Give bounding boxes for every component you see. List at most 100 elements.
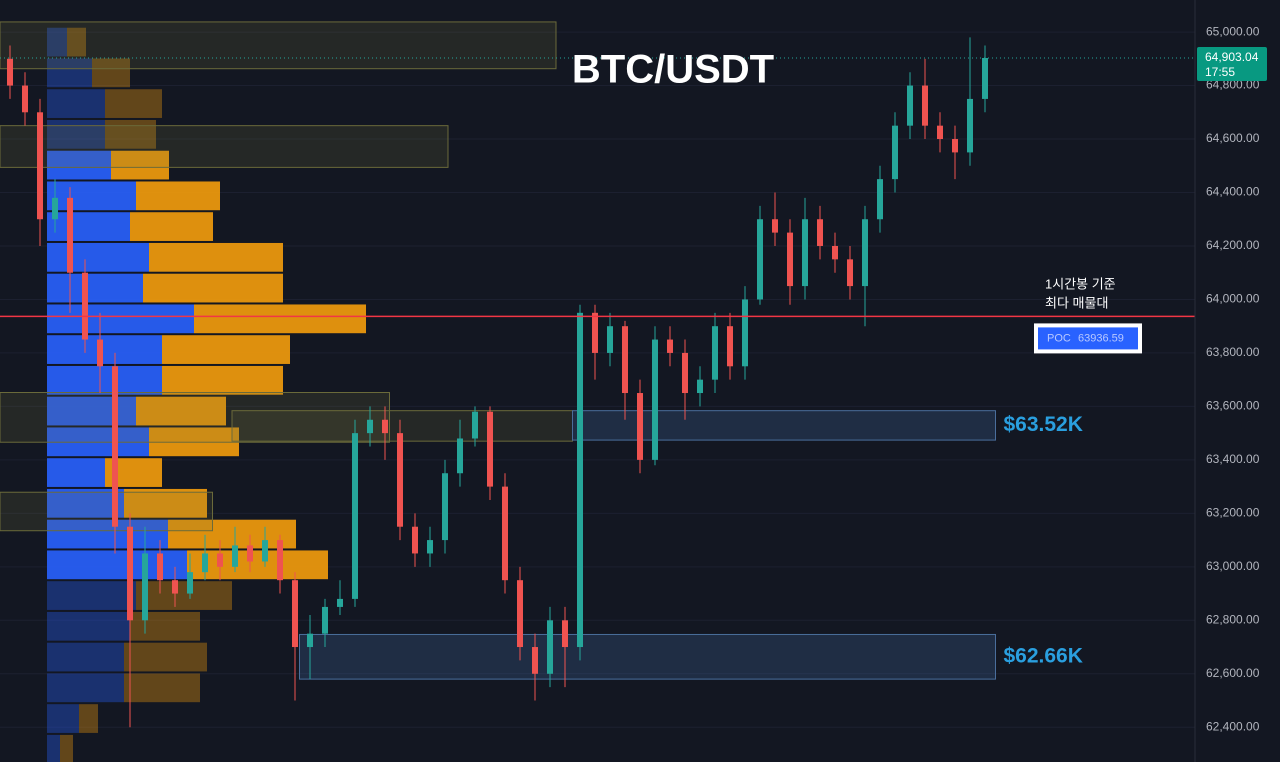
candle-body [532, 647, 538, 674]
candle-body [337, 598, 343, 607]
candle-body [427, 540, 433, 554]
profile-buy [47, 365, 162, 395]
candle-body [97, 339, 103, 367]
profile-sell [60, 734, 73, 762]
profile-buy [47, 396, 136, 426]
candle-body [187, 572, 193, 594]
profile-buy [47, 611, 130, 641]
candle-body [862, 219, 868, 287]
candle-body [352, 433, 358, 599]
candle-body [922, 85, 928, 126]
y-tick-label: 62,400.00 [1206, 719, 1260, 733]
y-tick-label: 65,000.00 [1206, 24, 1260, 38]
candle-body [382, 419, 388, 434]
candle-body [757, 219, 763, 300]
chart-title: BTC/USDT [572, 48, 774, 92]
candle-body [82, 272, 88, 340]
poc-label: POC [1047, 332, 1071, 344]
y-tick-label: 63,600.00 [1206, 399, 1260, 413]
candle-body [787, 232, 793, 287]
candle-body [712, 326, 718, 380]
candle-body [262, 540, 268, 562]
candle-body [7, 58, 13, 86]
candles [7, 37, 988, 728]
profile-buy [47, 458, 105, 487]
y-tick-label: 62,600.00 [1206, 666, 1260, 680]
candle-body [562, 620, 568, 648]
candle-body [127, 526, 133, 621]
y-tick-label: 64,800.00 [1206, 78, 1260, 92]
last-price-box [1197, 47, 1267, 82]
profile-sell [162, 365, 283, 395]
candle-body [577, 312, 583, 648]
candle-body [412, 526, 418, 554]
zone-label: $62.66K [1004, 644, 1083, 667]
profile-buy [47, 734, 60, 762]
candle-body [277, 540, 283, 581]
profile-sell [105, 89, 162, 118]
profile-buy [47, 242, 149, 272]
profile-sell [136, 581, 232, 610]
zone-label: $63.52K [1004, 413, 1083, 436]
zone [572, 410, 996, 441]
y-tick-label: 62,800.00 [1206, 612, 1260, 626]
profile-sell [124, 488, 207, 518]
profile-sell [136, 181, 220, 211]
annotation: 1시간봉 기준 [1045, 276, 1116, 291]
candle-body [847, 259, 853, 287]
candle-body [892, 125, 898, 180]
candle-body [232, 545, 238, 567]
profile-buy [47, 642, 124, 672]
candle-body [247, 545, 253, 562]
profile-buy [47, 27, 67, 57]
profile-sell [92, 58, 130, 88]
profile-buy [47, 550, 187, 580]
profile-buy [47, 335, 162, 364]
profile-buy [47, 119, 105, 149]
profile-sell [124, 642, 207, 672]
y-tick-label: 64,400.00 [1206, 185, 1260, 199]
candle-body [802, 219, 808, 287]
candle-body [682, 352, 688, 394]
profile-buy [47, 581, 136, 610]
profile-buy [47, 58, 92, 88]
candle-body [112, 366, 118, 527]
candle-body [487, 411, 493, 487]
candle-body [907, 85, 913, 126]
candle-body [217, 553, 223, 567]
zone [0, 391, 390, 443]
last-price-label: 64,903.04 [1205, 50, 1259, 64]
candle-body [652, 339, 658, 460]
candle-body [607, 326, 613, 353]
candle-body [322, 606, 328, 634]
profile-buy [47, 181, 136, 211]
profile-sell [105, 119, 156, 149]
candle-body [37, 112, 43, 220]
candle-body [472, 411, 478, 439]
profile-sell [149, 242, 283, 272]
profile-sell [111, 150, 169, 180]
candle-body [742, 299, 748, 367]
profile-buy [47, 273, 143, 303]
poc-box [1038, 327, 1138, 350]
profile-sell [187, 550, 328, 580]
candle-body [637, 393, 643, 460]
candle-body [952, 139, 958, 153]
profile-buy [47, 212, 130, 241]
zone [0, 125, 449, 168]
y-tick-label: 63,200.00 [1206, 506, 1260, 520]
zone [299, 633, 996, 680]
candle-body [67, 197, 73, 273]
candle-body [202, 553, 208, 573]
candle-body [397, 433, 403, 527]
candle-body [667, 339, 673, 353]
candle-body [172, 580, 178, 594]
candle-body [982, 58, 988, 99]
profile-buy [47, 304, 194, 334]
candle-body [832, 245, 838, 260]
candle-body [22, 85, 28, 113]
y-tick-label: 64,600.00 [1206, 131, 1260, 145]
profile-sell [67, 27, 86, 57]
